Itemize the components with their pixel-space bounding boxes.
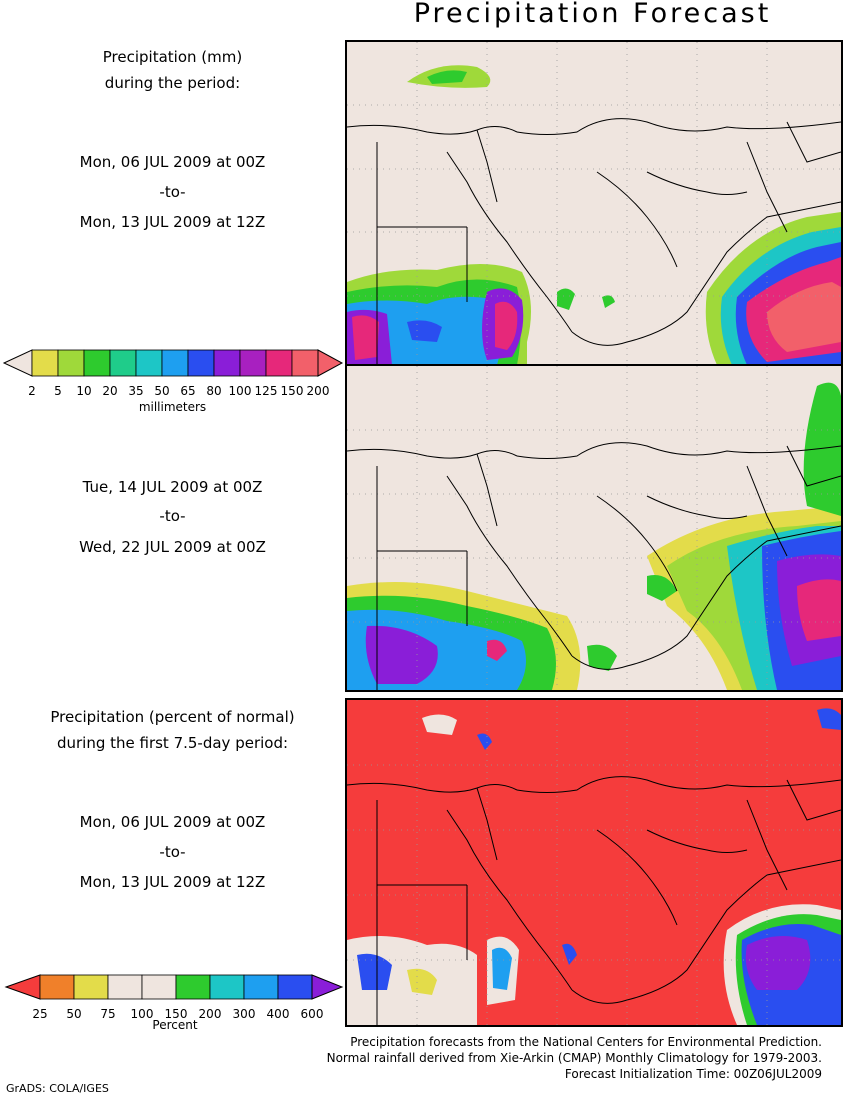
colorbar-swatch xyxy=(161,349,189,377)
percent-fill-regions xyxy=(347,708,841,1025)
colorbar-swatch xyxy=(39,974,75,1000)
colorbar-tick-label: 50 xyxy=(66,1007,82,1021)
colorbar-tick-label: 200 xyxy=(198,1007,222,1021)
coastlines-borders xyxy=(347,118,841,365)
page-title: Precipitation Forecast xyxy=(413,0,772,29)
colorbar-swatch xyxy=(83,349,111,377)
colorbar-swatch xyxy=(265,349,293,377)
footer-line-2: Normal rainfall derived from Xie-Arkin (… xyxy=(326,1051,822,1065)
panel3-heading-line2: during the first 7.5-day period: xyxy=(56,734,289,752)
colorbar-tick-label: 25 xyxy=(32,1007,48,1021)
colorbar-percent-ticks: 25 50 75 100 150 200 300 400 600 xyxy=(0,1007,345,1023)
colorbar-right-arrow xyxy=(317,349,344,377)
precip-fill-arabian-sea-week2 xyxy=(647,382,841,690)
panel2-to: -to- xyxy=(159,507,186,525)
map-week1 xyxy=(347,42,841,365)
colorbar-tick-label: 35 xyxy=(128,384,144,398)
colorbar-swatch xyxy=(277,974,313,1000)
precip-fill-north xyxy=(407,65,615,310)
colorbar-swatch xyxy=(73,974,109,1000)
map-panel-week2-precip xyxy=(345,364,843,692)
map-percent xyxy=(347,700,841,1025)
colorbar-tick-label: 150 xyxy=(164,1007,188,1021)
panel3-start-date: Mon, 06 JUL 2009 at 00Z xyxy=(79,813,266,831)
colorbar-swatch xyxy=(187,349,215,377)
colorbar-tick-label: 100 xyxy=(130,1007,154,1021)
coastlines-borders-week2 xyxy=(347,442,841,690)
precip-fill-africa-week2 xyxy=(347,582,617,690)
colorbar-swatch xyxy=(175,974,211,1000)
panel2-start-date: Tue, 14 JUL 2009 at 00Z xyxy=(82,478,263,496)
map-week2 xyxy=(347,366,841,690)
panel1-start-date: Mon, 06 JUL 2009 at 00Z xyxy=(79,153,266,171)
colorbar-mm-swatches xyxy=(2,349,344,377)
panel1-end-date: Mon, 13 JUL 2009 at 12Z xyxy=(79,213,266,231)
colorbar-swatch xyxy=(239,349,267,377)
colorbar-percent: 25 50 75 100 150 200 300 400 600 Percent xyxy=(0,973,345,1035)
panel2-end-date: Wed, 22 JUL 2009 at 00Z xyxy=(79,538,266,556)
graticule-week2 xyxy=(347,366,841,690)
colorbar-swatch xyxy=(135,349,163,377)
precip-fill-africa xyxy=(347,263,531,365)
colorbar-tick-label: 5 xyxy=(54,384,62,398)
colorbar-left-arrow xyxy=(2,349,33,377)
colorbar-percent-unit: Percent xyxy=(152,1018,198,1032)
grads-credit: GrADS: COLA/IGES xyxy=(6,1082,109,1095)
colorbar-tick-label: 50 xyxy=(154,384,170,398)
colorbar-tick-label: 100 xyxy=(228,384,252,398)
panel1-heading-line1: Precipitation (mm) xyxy=(102,48,243,66)
colorbar-mm-unit: millimeters xyxy=(138,400,207,414)
panel3-to: -to- xyxy=(159,843,186,861)
colorbar-swatch xyxy=(209,974,245,1000)
colorbar-tick-label: 2 xyxy=(28,384,36,398)
colorbar-tick-label: 200 xyxy=(306,384,330,398)
colorbar-tick-label: 75 xyxy=(100,1007,116,1021)
colorbar-tick-label: 10 xyxy=(76,384,92,398)
colorbar-swatch xyxy=(243,974,279,1000)
colorbar-right-arrow xyxy=(311,974,344,1000)
colorbar-tick-label: 65 xyxy=(180,384,196,398)
map-panel-week1-precip xyxy=(345,40,843,367)
colorbar-swatch xyxy=(57,349,85,377)
footer-notes: Precipitation forecasts from the Nationa… xyxy=(327,1034,822,1082)
map-panel-percent-normal xyxy=(345,698,843,1027)
colorbar-swatch xyxy=(141,974,177,1000)
colorbar-tick-label: 20 xyxy=(102,384,118,398)
colorbar-left-arrow xyxy=(4,974,41,1000)
panel3-end-date: Mon, 13 JUL 2009 at 12Z xyxy=(79,873,266,891)
colorbar-swatch xyxy=(213,349,241,377)
colorbar-swatch xyxy=(109,349,137,377)
graticule xyxy=(347,42,841,365)
colorbar-mm-ticks: 2 5 10 20 35 50 65 80 100 125 150 200 xyxy=(0,384,345,400)
colorbar-tick-label: 600 xyxy=(300,1007,324,1021)
colorbar-tick-label: 150 xyxy=(280,384,304,398)
graticule-percent xyxy=(347,700,841,1025)
panel1-heading-line2: during the period: xyxy=(104,74,241,92)
precip-fill-arabian-sea xyxy=(705,212,841,365)
colorbar-tick-label: 125 xyxy=(254,384,278,398)
colorbar-mm: 2 5 10 20 35 50 65 80 100 125 150 200 millimeters xyxy=(0,346,345,416)
footer-line-3: Forecast Initialization Time: 00Z06JUL20… xyxy=(564,1067,822,1081)
colorbar-percent-swatches xyxy=(4,974,344,1000)
colorbar-tick-label: 80 xyxy=(206,384,222,398)
colorbar-tick-label: 400 xyxy=(266,1007,290,1021)
coastlines-borders-percent xyxy=(347,776,841,1025)
footer-line-1: Precipitation forecasts from the Nationa… xyxy=(350,1035,822,1049)
colorbar-tick-label: 300 xyxy=(232,1007,256,1021)
colorbar-swatch xyxy=(291,349,319,377)
panel1-to: -to- xyxy=(159,183,186,201)
panel3-heading-line1: Precipitation (percent of normal) xyxy=(50,708,295,726)
colorbar-swatch xyxy=(31,349,59,377)
colorbar-swatch xyxy=(107,974,143,1000)
